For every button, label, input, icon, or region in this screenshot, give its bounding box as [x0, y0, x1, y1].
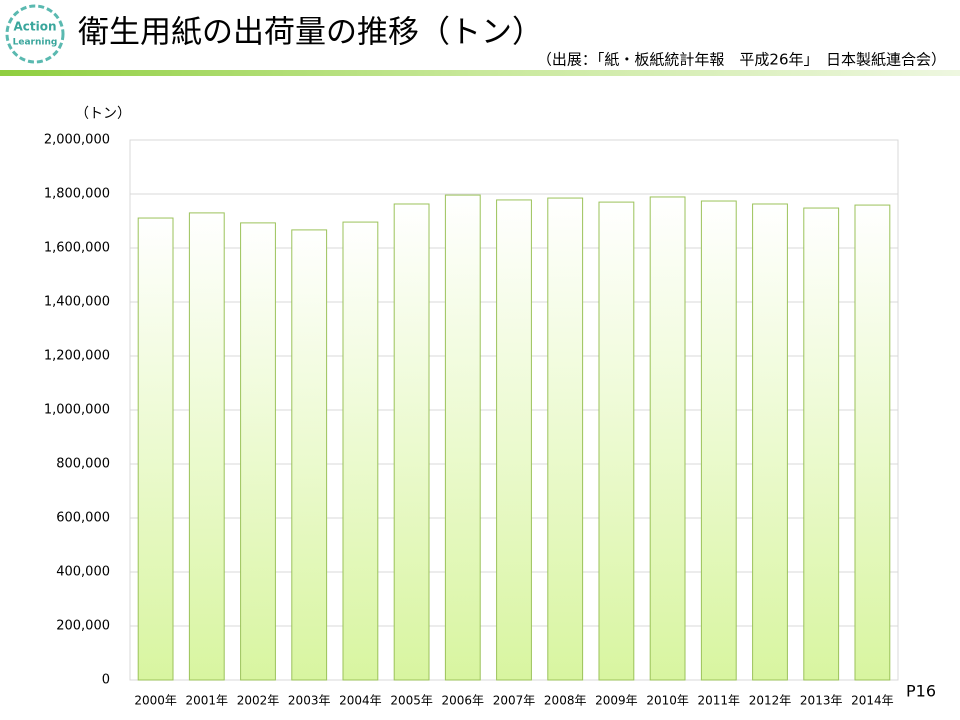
x-tick-label: 2012年	[749, 694, 792, 708]
y-tick-label: 600,000	[56, 511, 110, 526]
x-tick-label: 2007年	[493, 694, 536, 708]
bar	[291, 229, 328, 681]
bar	[752, 203, 788, 681]
x-tick-label: 2008年	[544, 694, 587, 708]
bar	[188, 212, 225, 681]
bar	[444, 194, 481, 681]
y-tick-label: 0	[102, 673, 110, 688]
logo-ring	[5, 4, 65, 64]
source-note: （出展：「紙・板紙統計年報 平成26年」 日本製紙連合会）	[537, 51, 946, 69]
y-tick-label: 1,800,000	[44, 187, 110, 202]
y-tick-label: 1,200,000	[44, 349, 110, 364]
x-tick-label: 2006年	[442, 694, 485, 708]
x-tick-label: 2003年	[288, 694, 331, 708]
logo-text: Learning	[13, 38, 58, 48]
y-tick-label: 1,600,000	[44, 241, 110, 256]
y-tick-label: 1,000,000	[44, 403, 110, 418]
title-rule	[0, 70, 960, 76]
bar	[240, 222, 276, 681]
y-tick-label: 800,000	[56, 457, 110, 472]
x-tick-label: 2000年	[134, 694, 177, 708]
y-axis-unit: （トン）	[75, 106, 131, 122]
bar	[137, 217, 174, 681]
y-tick-label: 200,000	[56, 619, 110, 634]
y-tick-label: 2,000,000	[44, 133, 110, 148]
bar	[598, 201, 635, 681]
y-tick-label: 400,000	[56, 565, 110, 580]
bar	[547, 197, 584, 681]
bar	[700, 200, 737, 681]
x-tick-label: 2009年	[595, 694, 638, 708]
x-tick-label: 2011年	[698, 694, 741, 708]
x-tick-label: 2010年	[646, 694, 689, 708]
x-tick-label: 2013年	[800, 694, 843, 708]
bar	[393, 203, 430, 681]
x-tick-label: 2004年	[339, 694, 382, 708]
x-tick-label: 2005年	[390, 694, 433, 708]
page-number: P16	[906, 682, 936, 701]
bar	[854, 204, 891, 681]
bar	[496, 199, 532, 681]
x-tick-label: 2014年	[851, 694, 894, 708]
slide-title: 衛生用紙の出荷量の推移（トン）	[78, 15, 543, 51]
bar	[803, 207, 840, 681]
x-tick-label: 2001年	[186, 694, 229, 708]
y-tick-label: 1,400,000	[44, 295, 110, 310]
bar	[342, 221, 379, 681]
x-tick-label: 2002年	[237, 694, 280, 708]
bar	[649, 196, 686, 681]
logo-text: Action	[13, 20, 56, 34]
logo: Action Learning	[5, 4, 65, 64]
